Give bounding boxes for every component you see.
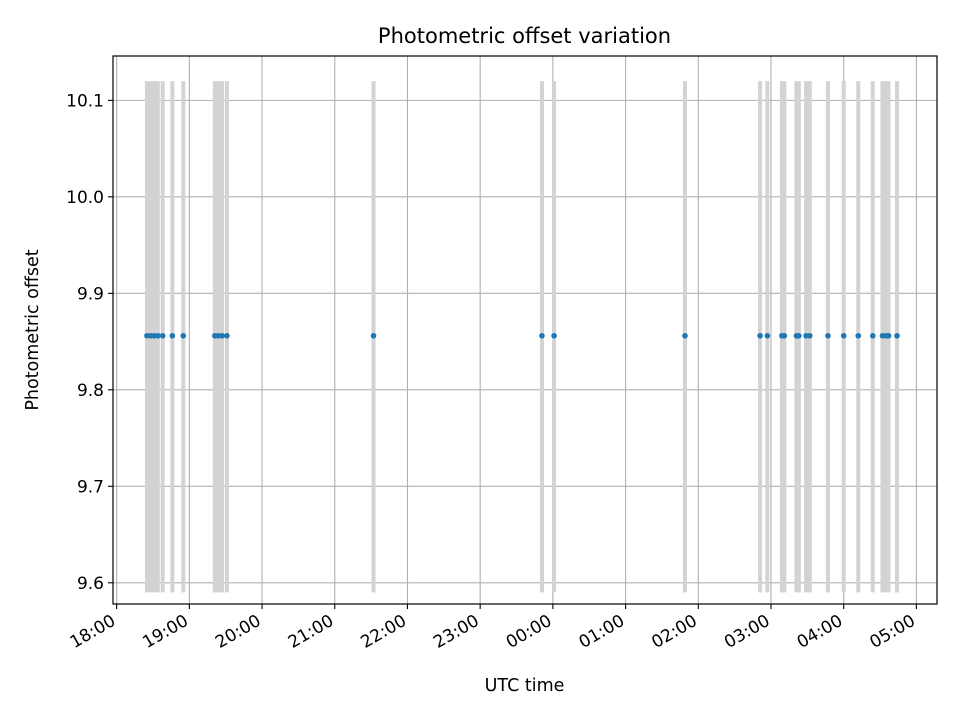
y-axis-label: Photometric offset bbox=[23, 249, 43, 410]
data-point bbox=[169, 332, 176, 339]
plot-frame bbox=[112, 55, 938, 605]
data-point bbox=[224, 332, 230, 339]
y-tick-label: 10.0 bbox=[66, 188, 104, 208]
data-point bbox=[869, 332, 876, 339]
data-point bbox=[159, 332, 166, 339]
data-point bbox=[840, 332, 847, 339]
data-points bbox=[144, 332, 900, 339]
data-point bbox=[806, 332, 813, 339]
data-point bbox=[370, 332, 377, 339]
data-point bbox=[539, 332, 545, 339]
data-point bbox=[551, 332, 557, 339]
y-tick-label: 9.7 bbox=[77, 477, 104, 497]
chart-title: Photometric offset variation bbox=[378, 24, 671, 48]
data-point bbox=[757, 332, 763, 339]
y-axis-ticks: 9.6 9.7 9.8 9.9 10.0 10.1 bbox=[66, 91, 113, 594]
data-point bbox=[796, 332, 802, 339]
data-point bbox=[764, 332, 771, 339]
y-tick-label: 10.1 bbox=[66, 91, 104, 111]
y-tick-label: 9.8 bbox=[77, 381, 104, 401]
y-tick-label: 9.6 bbox=[77, 574, 104, 594]
data-point bbox=[155, 332, 161, 339]
data-point bbox=[825, 332, 831, 339]
x-axis-label: UTC time bbox=[485, 676, 565, 696]
data-point bbox=[855, 332, 862, 339]
data-point bbox=[682, 332, 688, 339]
data-point bbox=[219, 332, 225, 339]
data-point bbox=[781, 332, 788, 339]
data-point bbox=[894, 332, 900, 339]
data-point bbox=[885, 332, 892, 339]
data-point bbox=[180, 332, 187, 339]
y-tick-label: 9.9 bbox=[77, 284, 104, 304]
